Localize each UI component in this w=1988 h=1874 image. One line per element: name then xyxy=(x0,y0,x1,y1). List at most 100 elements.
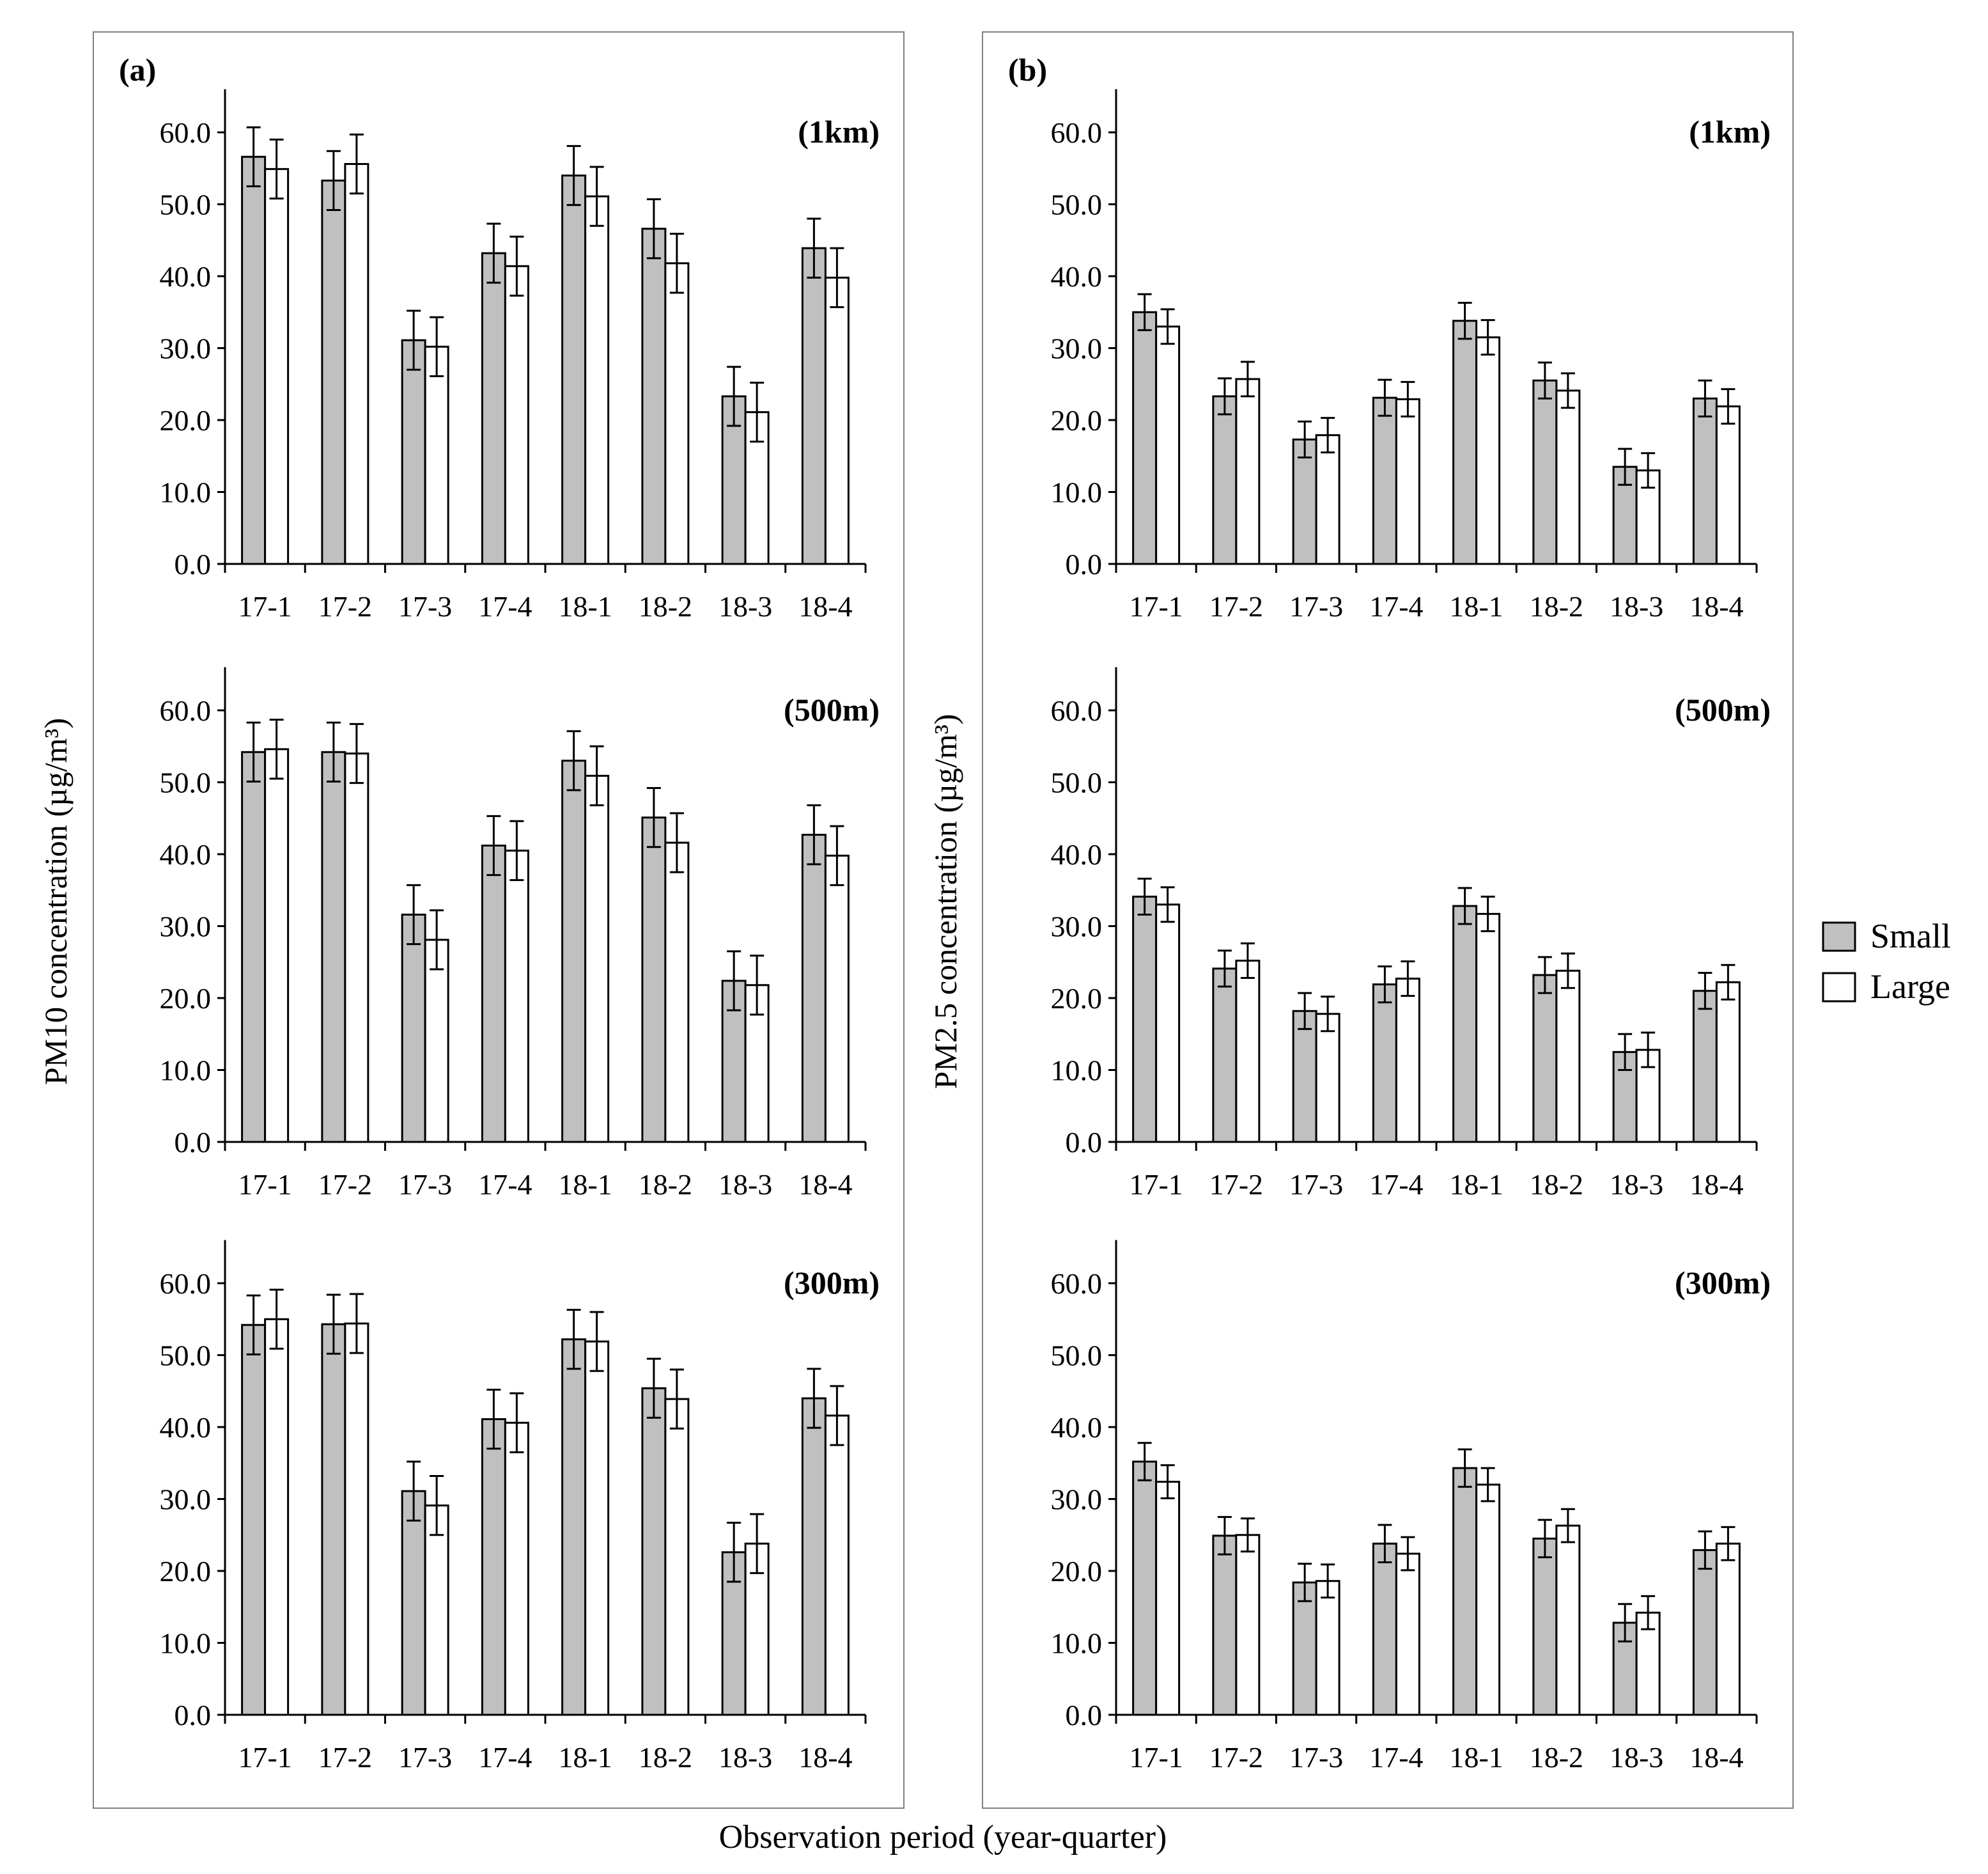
y-tick-label: 30.0 xyxy=(1051,910,1103,943)
x-tick-label: 18-1 xyxy=(1449,1168,1503,1201)
legend-label-small: Small xyxy=(1870,917,1951,955)
x-tick-label: 17-1 xyxy=(1129,1168,1183,1201)
bar-small xyxy=(1452,320,1478,565)
bar-small xyxy=(1532,379,1558,565)
y-tick-label: 20.0 xyxy=(1051,404,1103,437)
x-tick-label: 17-4 xyxy=(1369,1168,1423,1201)
bar-large xyxy=(1475,1483,1501,1716)
bar-large xyxy=(1715,405,1741,565)
legend-swatch-large xyxy=(1822,972,1856,1003)
chart-a-500m: 0.0 10.0 20.0 30.0 40.0 50.0 60.0 (500m) 17-1 17-… xyxy=(160,667,880,1201)
chart-a-1km: 0.0 10.0 20.0 30.0 40.0 50.0 60.0 (1km) 17-1 17-2… xyxy=(160,89,880,623)
chart-b-300m: 0.0 10.0 20.0 30.0 40.0 50.0 60.0 (300m) 17-1 17-… xyxy=(1051,1240,1771,1774)
bar-small xyxy=(801,834,827,1143)
x-tick-label: 17-1 xyxy=(238,590,291,623)
y-tick-label: 0.0 xyxy=(1066,1126,1103,1159)
chart-title: (300m) xyxy=(1675,1265,1771,1300)
x-tick-label: 17-2 xyxy=(318,590,372,623)
bar-large xyxy=(1155,325,1181,565)
bar-large xyxy=(264,1318,290,1716)
bar-small xyxy=(1452,1467,1478,1716)
y-tick-label: 0.0 xyxy=(175,1699,212,1731)
x-tick-label: 18-2 xyxy=(1530,1741,1583,1774)
x-tick-label: 18-2 xyxy=(639,1741,692,1774)
bar-small xyxy=(1132,1460,1158,1716)
legend: Small Large xyxy=(1822,917,1951,1006)
bar-large xyxy=(1395,398,1420,565)
y-tick-label: 0.0 xyxy=(175,1126,212,1159)
x-tick-label: 17-2 xyxy=(1209,590,1263,623)
bar-large xyxy=(584,774,610,1143)
x-tick-label: 18-1 xyxy=(558,590,612,623)
y-tick-label: 40.0 xyxy=(1051,260,1103,293)
bar-large xyxy=(584,1340,610,1716)
bar-large xyxy=(344,163,369,565)
bar-large xyxy=(1235,378,1261,565)
y-tick-label: 0.0 xyxy=(175,548,212,581)
chart-title: (300m) xyxy=(784,1265,880,1300)
bar-large xyxy=(1475,336,1501,565)
bar-small xyxy=(1132,895,1158,1143)
bar-large xyxy=(1475,912,1501,1143)
y-tick-label: 60.0 xyxy=(160,116,212,149)
y-tick-label: 40.0 xyxy=(1051,1411,1103,1444)
bar-small xyxy=(321,751,346,1143)
bar-large xyxy=(664,841,690,1143)
x-tick-label: 17-3 xyxy=(398,590,452,623)
x-tick-label: 18-3 xyxy=(1610,1168,1663,1201)
bar-large xyxy=(1635,1049,1661,1143)
bar-large xyxy=(424,1504,449,1716)
bar-large xyxy=(1715,1542,1741,1716)
bar-small xyxy=(1372,1542,1397,1716)
y-tick-label: 10.0 xyxy=(1051,1054,1103,1087)
chart-title: (500m) xyxy=(1675,692,1771,728)
bar-small xyxy=(641,816,667,1143)
x-tick-label: 17-1 xyxy=(1129,590,1183,623)
bar-small xyxy=(1692,1549,1718,1716)
x-tick-label: 17-4 xyxy=(1369,1741,1423,1774)
bar-large xyxy=(344,1322,369,1716)
x-tick-label: 17-1 xyxy=(238,1168,291,1201)
bar-large xyxy=(344,753,369,1143)
bar-small xyxy=(1692,990,1718,1143)
bar-small xyxy=(1372,983,1397,1143)
x-tick-label: 18-4 xyxy=(1689,590,1743,623)
bar-large xyxy=(504,849,529,1143)
bar-small xyxy=(1292,1581,1317,1716)
bar-large xyxy=(1235,960,1261,1143)
x-tick-label: 18-1 xyxy=(558,1741,612,1774)
panel-b-frame xyxy=(982,31,1794,1809)
bar-small xyxy=(481,845,506,1143)
x-tick-label: 17-2 xyxy=(318,1168,372,1201)
y-tick-label: 60.0 xyxy=(160,694,212,727)
x-tick-label: 17-4 xyxy=(478,590,532,623)
y-tick-label: 0.0 xyxy=(1066,548,1103,581)
bar-large xyxy=(664,262,690,565)
y-tick-label: 10.0 xyxy=(160,476,212,509)
y-tick-label: 40.0 xyxy=(160,260,212,293)
x-tick-label: 18-1 xyxy=(1449,590,1503,623)
y-tick-label: 50.0 xyxy=(160,1339,212,1372)
y-tick-label: 30.0 xyxy=(1051,1483,1103,1516)
y-tick-label: 30.0 xyxy=(160,910,212,943)
bar-large xyxy=(1555,969,1581,1143)
x-tick-label: 17-4 xyxy=(478,1741,532,1774)
y-tick-label: 40.0 xyxy=(160,838,212,871)
y-tick-label: 50.0 xyxy=(160,767,212,799)
x-tick-label: 17-2 xyxy=(1209,1741,1263,1774)
bar-large xyxy=(824,276,850,565)
x-tick-label: 17-1 xyxy=(238,1741,291,1774)
y-tick-label: 50.0 xyxy=(160,189,212,221)
x-tick-label: 18-3 xyxy=(718,1168,772,1201)
y-tick-label: 50.0 xyxy=(1051,189,1103,221)
y-tick-label: 40.0 xyxy=(160,1411,212,1444)
bar-small xyxy=(561,175,587,565)
y-tick-label: 10.0 xyxy=(1051,1627,1103,1660)
bar-small xyxy=(1532,1537,1558,1716)
x-tick-label: 18-3 xyxy=(1610,590,1663,623)
bar-small xyxy=(1292,1010,1317,1143)
chart-title: (1km) xyxy=(1689,114,1771,150)
bar-small xyxy=(801,1397,827,1716)
bar-large xyxy=(584,195,610,565)
